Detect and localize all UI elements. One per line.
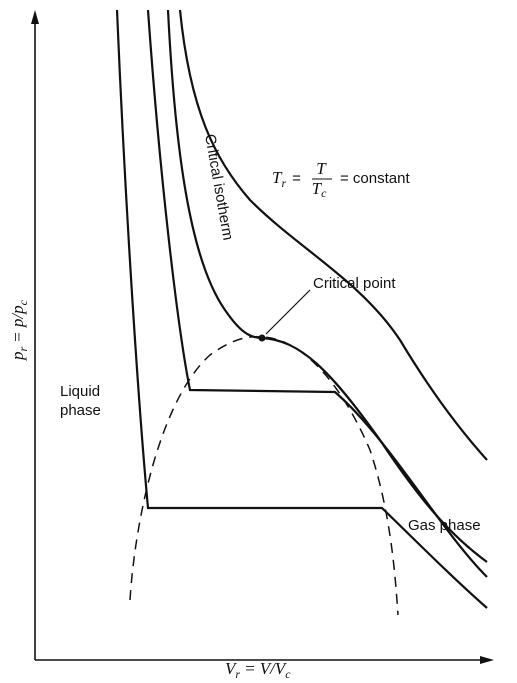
- subscript: r: [235, 667, 240, 681]
- isotherm-mid: [146, 9, 488, 578]
- liquid-label: Liquid: [60, 383, 100, 400]
- liquid-label: phase: [60, 402, 101, 419]
- critical-point-label: Critical point: [313, 275, 396, 292]
- equals: =: [292, 170, 301, 187]
- saturation-dome: [129, 335, 399, 616]
- critical-isotherm-label: Critical isotherm: [201, 133, 236, 242]
- isotherm-low: [115, 9, 488, 609]
- symbol: V: [225, 659, 238, 678]
- denominator: Tc: [312, 179, 327, 200]
- isotherm-high: [178, 9, 488, 461]
- subscript: c: [16, 299, 30, 305]
- subscript: r: [16, 347, 30, 352]
- denominator-subscript: c: [321, 186, 327, 200]
- definition: = V/V: [244, 659, 288, 678]
- denominator-symbol: T: [312, 179, 323, 198]
- critical-point-marker: [258, 334, 266, 342]
- y-axis-label: pr = p/pc: [8, 299, 30, 361]
- symbol: T: [272, 168, 283, 187]
- subscript: c: [285, 667, 291, 681]
- x-axis-label: Vr = V/Vc: [225, 659, 291, 681]
- subscript: r: [281, 176, 286, 190]
- gas-label: Gas phase: [408, 517, 481, 534]
- numerator: T: [316, 159, 327, 178]
- y-arrow: [31, 10, 39, 24]
- symbol: p: [8, 352, 27, 362]
- constant-rest: = constant: [340, 170, 410, 187]
- x-arrow: [480, 656, 494, 664]
- definition: = p/p: [8, 305, 27, 342]
- constant-label: Tr =: [272, 168, 301, 190]
- isotherms: [115, 9, 488, 616]
- critical-point-pointer: [265, 289, 311, 335]
- axes: [31, 10, 494, 664]
